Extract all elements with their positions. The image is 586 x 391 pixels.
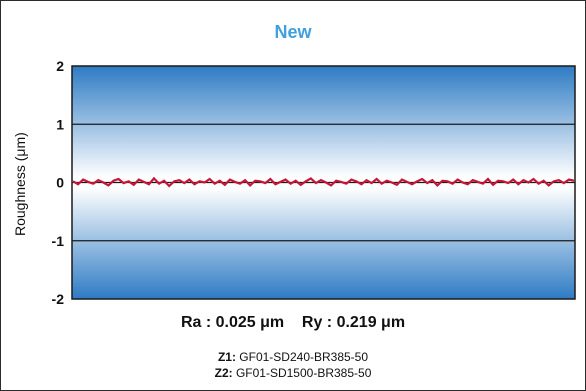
z1-value: GF01-SD240-BR385-50 — [235, 350, 369, 364]
z1-label: Z1: — [217, 350, 236, 364]
y-axis-ticks: 2 1 0 -1 -2 — [52, 58, 65, 307]
z2-value: GF01-SD1500-BR385-50 — [232, 366, 372, 380]
y-tick-label: 2 — [56, 58, 64, 74]
notes: Z1: GF01-SD240-BR385-50 Z2: GF01-SD1500-… — [0, 349, 586, 381]
y-tick-label: -2 — [52, 291, 65, 307]
y-tick-label: 1 — [56, 116, 64, 132]
y-tick-label: 0 — [56, 175, 64, 191]
chart-title: New — [274, 22, 312, 42]
y-axis-label: Roughness (μm) — [12, 132, 28, 236]
roughness-series-line — [72, 176, 575, 188]
note-z1: Z1: GF01-SD240-BR385-50 — [0, 349, 586, 365]
z2-label: Z2: — [214, 366, 233, 380]
note-z2: Z2: GF01-SD1500-BR385-50 — [0, 365, 586, 381]
y-tick-label: -1 — [52, 233, 65, 249]
roughness-stats: Ra : 0.025 μm Ry : 0.219 μm — [180, 314, 406, 331]
